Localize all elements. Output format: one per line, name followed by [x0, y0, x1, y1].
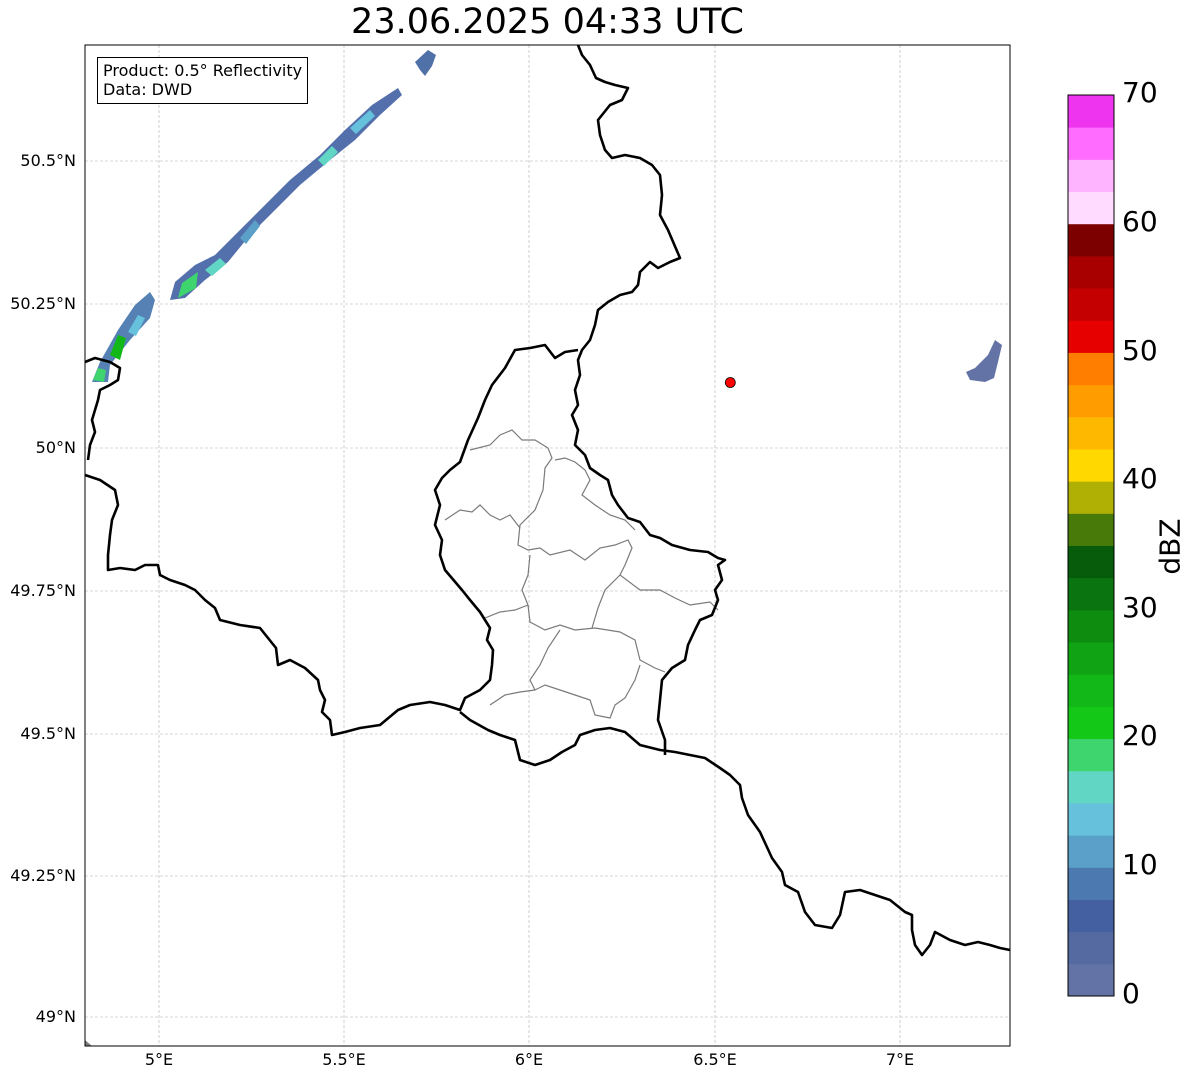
district-line [469, 429, 719, 611]
colorbar-segment [1068, 899, 1114, 933]
echo-cell [415, 50, 436, 76]
colorbar-segment [1068, 223, 1114, 257]
colorbar-segment [1068, 191, 1114, 225]
colorbar-segment [1068, 159, 1114, 193]
colorbar-segment [1068, 288, 1114, 321]
colorbar-segment [1068, 802, 1114, 836]
map-frame [84, 44, 1011, 1047]
district-boundaries [444, 429, 719, 719]
lat-tick-label: 49.25°N [10, 866, 76, 885]
colorbar-segment [1068, 448, 1114, 482]
colorbar-label: dBZ [1153, 518, 1187, 575]
district-line [444, 504, 521, 529]
colorbar-segment [1068, 770, 1114, 804]
colorbar-segment [1068, 931, 1114, 965]
colorbar-tick-label: 30 [1122, 591, 1158, 624]
product-label: Product: 0.5° Reflectivity [103, 61, 303, 80]
echo-cell [240, 220, 260, 244]
echo-cell [170, 88, 402, 300]
colorbar-segment [1068, 384, 1114, 418]
colorbar-segment [1068, 642, 1114, 675]
lat-tick-label: 50.5°N [20, 151, 76, 170]
colorbar-tick-label: 10 [1122, 848, 1158, 881]
echo-cell [205, 258, 226, 276]
map-area [85, 45, 1010, 1046]
echo-cell [93, 368, 106, 382]
district-line [554, 457, 636, 531]
border-line [570, 44, 727, 755]
lat-tick-label: 49.5°N [20, 724, 76, 743]
colorbar-segment [1068, 513, 1114, 546]
colorbar-segment [1068, 481, 1114, 514]
colorbar-segment [1068, 963, 1114, 997]
radar-echoes [85, 50, 1002, 1046]
data-source-label: Data: DWD [103, 80, 193, 99]
colorbar [1068, 95, 1114, 997]
lon-tick-label: 5°E [144, 1050, 174, 1069]
district-line [484, 604, 529, 619]
lon-tick-label: 6.5°E [693, 1050, 737, 1069]
colorbar-segment [1068, 706, 1114, 740]
lat-tick-label: 49°N [35, 1007, 76, 1026]
echo-cell [128, 315, 145, 336]
colorbar-segment [1068, 95, 1114, 128]
district-line [489, 689, 536, 706]
echo-cell [966, 340, 1002, 382]
colorbar-tick-label: 70 [1122, 76, 1158, 109]
lon-tick-label: 6°E [514, 1050, 544, 1069]
colorbar-segment [1068, 835, 1114, 868]
colorbar-tick-label: 50 [1122, 334, 1158, 367]
colorbar-segment [1068, 674, 1114, 707]
info-box: Product: 0.5° Reflectivity Data: DWD [97, 57, 309, 104]
colorbar-segment [1068, 352, 1114, 386]
colorbar-tick-label: 20 [1122, 719, 1158, 752]
echo-cell [85, 1040, 92, 1046]
colorbar-segment [1068, 577, 1114, 611]
echo-cell [318, 146, 338, 166]
colorbar-segment [1068, 609, 1114, 643]
border-line [84, 343, 579, 737]
colorbar-frame [1067, 94, 1115, 997]
colorbar-segment [1068, 867, 1114, 900]
map-title: 23.06.2025 04:33 UTC [351, 2, 744, 42]
colorbar-tick-label: 40 [1122, 462, 1158, 495]
district-line [591, 574, 621, 629]
colorbar-segment [1068, 127, 1114, 160]
lat-tick-label: 50°N [35, 438, 76, 457]
echo-cell [350, 110, 375, 134]
lon-tick-label: 7°E [885, 1050, 915, 1069]
colorbar-segment [1068, 416, 1114, 450]
border-line [459, 710, 1011, 957]
lat-tick-label: 49.75°N [10, 581, 76, 600]
lat-tick-label: 50.25°N [10, 294, 76, 313]
district-line [529, 629, 641, 719]
border-line [84, 356, 122, 461]
colorbar-tick-label: 0 [1122, 977, 1140, 1010]
colorbar-segment [1068, 545, 1114, 579]
lon-tick-label: 5.5°E [322, 1050, 366, 1069]
colorbar-segment [1068, 255, 1114, 289]
echo-cell [92, 292, 155, 382]
colorbar-tick-label: 60 [1122, 205, 1158, 238]
country-borders [84, 44, 1011, 957]
echo-cell [178, 272, 198, 298]
echo-cell [110, 335, 126, 360]
district-line [521, 554, 666, 673]
location-marker [724, 377, 736, 388]
colorbar-segment [1068, 738, 1114, 772]
colorbar-segment [1068, 320, 1114, 353]
